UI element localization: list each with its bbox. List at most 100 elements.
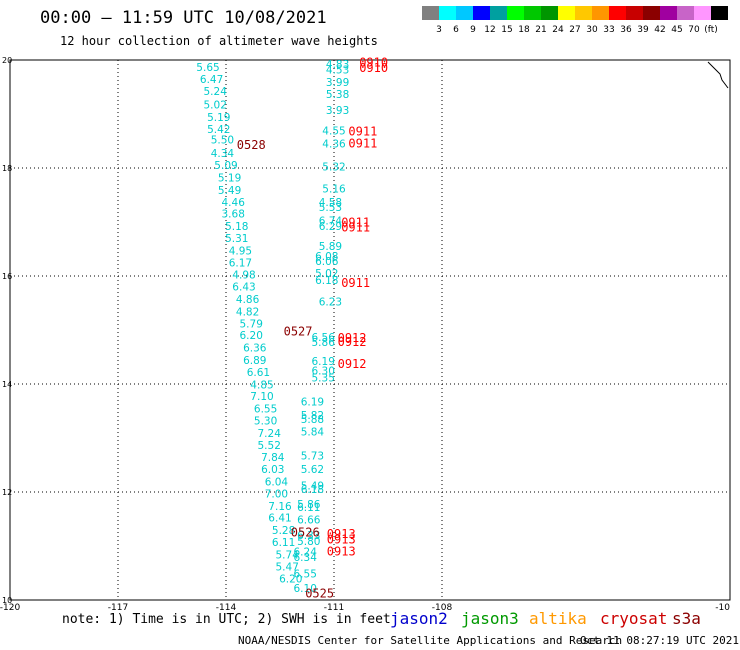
wave-height-map: -120 -117 -114 -111 -108 -102018161412105.656…: [0, 55, 731, 610]
pass-time-label: 0527: [284, 324, 313, 338]
pass-time-label: 0911: [341, 215, 370, 229]
swh-value-label: 6.19: [301, 397, 324, 409]
swh-value-label: 5.73: [301, 451, 324, 463]
swh-value-label: 5.31: [225, 233, 248, 245]
swh-value-label: 6.23: [319, 297, 342, 309]
swh-value-label: 5.86: [312, 337, 336, 349]
swh-value-label: 4.34: [211, 148, 235, 160]
pass-time-label: 0912: [338, 335, 367, 349]
chart-title: 00:00 — 11:59 UTC 10/08/2021: [40, 8, 327, 28]
pass-time-label: 0912: [338, 331, 367, 345]
swh-value-label: 5.65: [196, 62, 219, 74]
swh-value-label: 4.53: [326, 65, 349, 77]
swh-value-label: 6.74: [319, 216, 343, 228]
swh-value-label: 5.19: [218, 173, 241, 185]
swh-value-label: 6.55: [294, 568, 317, 580]
swh-value-label: 5.19: [207, 112, 230, 124]
swh-value-label: 5.82: [301, 410, 324, 422]
swh-value-label: 6.04: [265, 477, 289, 489]
color-scale-label: 70: [688, 25, 700, 35]
y-tick-label: 10: [2, 596, 12, 605]
swh-value-label: 6.18: [315, 275, 338, 287]
satellite-label-altika: altika: [529, 609, 587, 628]
color-scale-label: 3: [436, 25, 442, 35]
swh-value-label: 6.55: [254, 404, 277, 416]
color-scale-swatch: [592, 6, 609, 20]
color-scale-label: 27: [569, 25, 580, 35]
swh-value-label: 6.30: [312, 365, 335, 377]
color-scale-swatch: [626, 6, 643, 20]
color-scale-swatch: [422, 6, 439, 20]
swh-value-label: 5.62: [301, 464, 324, 476]
swh-value-label: 5.84: [301, 426, 325, 438]
color-scale-legend: 3 6 9 12 15 18 21 24 27 30 33 36 39 42 45 70 (ft): [422, 6, 728, 35]
color-scale-label: 33: [603, 25, 614, 35]
generation-timestamp: Oct 11 08:27:19 UTC 2021: [580, 634, 739, 647]
color-scale-swatch: [609, 6, 626, 20]
swh-value-label: 5.09: [214, 160, 237, 172]
satellite-label-jason3: jason3: [461, 609, 519, 628]
color-scale-label: 42: [654, 25, 665, 35]
swh-value-label: 6.47: [200, 74, 223, 86]
color-scale-swatch: [507, 6, 524, 20]
swh-value-label: 3.93: [326, 105, 349, 117]
color-scale-label: 21: [535, 25, 546, 35]
swh-value-label: 3.99: [326, 77, 349, 89]
swh-value-label: 5.53: [319, 202, 342, 214]
swh-value-label: 5.79: [240, 318, 263, 330]
pass-time-label: 0913: [327, 532, 356, 546]
x-tick-label: -117: [108, 603, 128, 610]
swh-value-label: 4.83: [326, 59, 349, 71]
swh-value-label: 5.38: [326, 89, 349, 101]
color-scale-label: 15: [501, 25, 512, 35]
pass-time-label: 0913: [327, 545, 356, 559]
pass-time-label: 0525: [305, 586, 334, 600]
coastline: [707, 61, 729, 89]
color-scale-label: 18: [518, 25, 530, 35]
color-scale-label: 30: [586, 25, 598, 35]
pass-time-label: 0911: [348, 136, 377, 150]
swh-value-label: 6.06: [315, 256, 339, 268]
swh-value-label: 7.24: [258, 428, 282, 440]
swh-value-label: 6.18: [301, 484, 324, 496]
x-tick-label: -111: [324, 603, 344, 610]
swh-value-label: 7.10: [250, 391, 273, 403]
pass-time-label: 0528: [237, 138, 266, 152]
swh-value-label: 5.88: [301, 414, 324, 426]
swh-value-label: 5.74: [276, 549, 300, 561]
units-note: note: 1) Time is in UTC; 2) SWH is in fe…: [62, 612, 391, 627]
swh-value-label: 5.18: [225, 221, 248, 233]
swh-value-label: 5.42: [207, 124, 230, 136]
swh-value-label: 5.49: [218, 185, 241, 197]
y-tick-label: 12: [2, 488, 12, 497]
swh-value-label: 6.20: [240, 330, 263, 342]
pass-time-label: 0912: [338, 357, 367, 371]
swh-value-label: 6.66: [297, 514, 321, 526]
swh-value-label: 6.17: [229, 257, 252, 269]
swh-value-label: 6.11: [297, 502, 320, 514]
swh-value-label: 3.68: [222, 209, 245, 221]
swh-value-label: 6.89: [243, 355, 266, 367]
color-scale-label: 36: [620, 25, 632, 35]
satellite-label-cryosat: cryosat: [600, 609, 668, 628]
pass-time-label: 0910: [359, 61, 388, 75]
color-scale-swatch: [473, 6, 490, 20]
swh-value-label: 5.28: [272, 525, 295, 537]
satellite-label-s3a: s3a: [672, 609, 701, 628]
swh-value-label: 4.58: [319, 197, 342, 209]
color-scale-swatch: [694, 6, 711, 20]
x-tick-label: -10: [715, 603, 730, 610]
swh-value-label: 5.86: [297, 499, 321, 511]
swh-value-label: 6.24: [294, 547, 318, 559]
swh-value-label: 7.16: [268, 501, 292, 513]
color-scale-swatch: [575, 6, 592, 20]
pass-time-label: 0910: [359, 55, 388, 69]
swh-value-label: 6.33: [297, 530, 320, 542]
swh-value-label: 6.20: [279, 574, 302, 586]
color-scale-swatch: [456, 6, 473, 20]
swh-value-label: 5.49: [301, 480, 324, 492]
swh-value-label: 6.43: [232, 282, 255, 294]
color-scale-label: 12: [484, 25, 495, 35]
swh-value-label: 5.80: [297, 536, 320, 548]
y-tick-label: 16: [2, 272, 12, 281]
